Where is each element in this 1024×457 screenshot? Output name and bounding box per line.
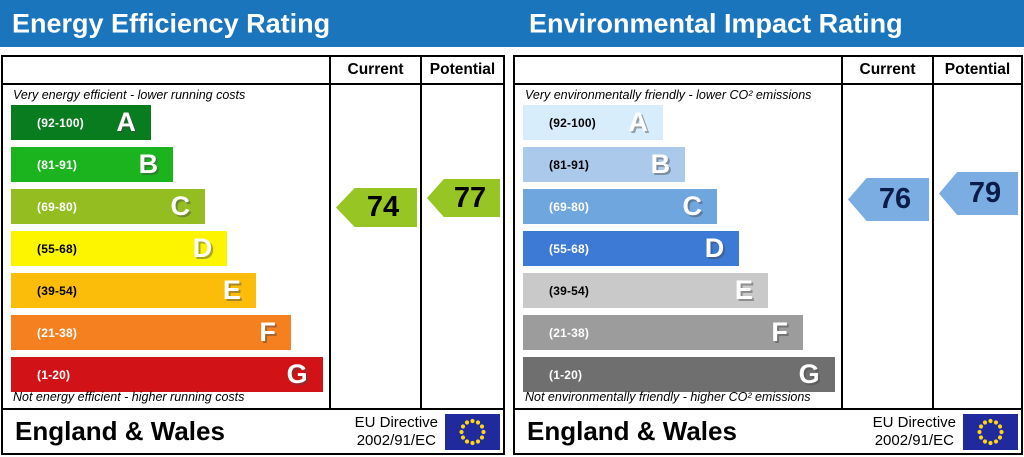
title-bar: Energy Efficiency Rating Environmental I… [0,0,1024,47]
potential-column-header: Potential [429,61,496,78]
environmental-impact-panel: Current Potential Very environmentally f… [513,55,1023,455]
current-column-header: Current [331,57,422,83]
band-range: (1-20) [549,367,583,382]
footer-row: England & Wales EU Directive 2002/91/EC [515,408,1021,453]
band-letter: C [682,191,702,221]
band-range: (81-91) [549,157,590,172]
band-range: (92-100) [549,115,596,130]
potential-rating-value: 77 [453,181,487,214]
current-rating-value: 76 [878,183,912,215]
band-letter: B [138,149,159,179]
current-column-header: Current [843,57,934,83]
potential-rating-arrow: 77 [427,179,500,217]
band-letter: E [734,275,753,305]
potential-rating-value: 79 [968,177,1002,209]
band-letter: D [704,233,725,263]
band-letter: A [628,107,648,137]
band-range: (55-68) [37,241,78,256]
eu-directive-line1: EU Directive [354,414,438,432]
header-spacer-cell [515,57,843,83]
band-g: (1-20) G [523,357,835,392]
current-rating-value: 74 [366,191,400,223]
band-b: (81-91) B [523,147,686,182]
top-caption: Very energy efficient - lower running co… [13,88,246,102]
band-a: (92-100) A [11,105,151,140]
band-c: (69-80) C [523,189,717,224]
header-spacer-cell [3,57,331,83]
eu-directive-line1: EU Directive [872,414,956,432]
band-range: (55-68) [549,241,590,256]
eu-directive-line2: 2002/91/EC [874,431,954,449]
band-letter: E [222,275,241,305]
band-letter: B [650,149,671,179]
band-f: (21-38) F [11,315,291,350]
eu-directive-label: EU Directive 2002/91/EC [873,414,956,449]
band-f: (21-38) F [523,315,803,350]
chart-body-row: Very energy efficient - lower running co… [3,85,503,408]
eu-flag-icon [963,413,1018,450]
energy-efficiency-panel: Current Potential Very energy efficient … [1,55,505,455]
band-e: (39-54) E [11,273,256,308]
band-letter: F [771,317,788,347]
band-range: (1-20) [37,367,71,382]
band-letter: F [259,317,276,347]
band-range: (21-38) [37,325,78,340]
band-range: (39-54) [37,283,78,298]
band-range: (21-38) [549,325,590,340]
rating-bands: (92-100) A (81-91) B (69-80) C (55-68) D [523,105,841,392]
environmental-impact-title: Environmental Impact Rating [529,8,903,38]
band-letter: D [192,233,213,263]
bottom-caption: Not environmentally friendly - higher CO… [525,390,811,404]
top-caption: Very environmentally friendly - lower CO… [525,88,812,102]
band-range: (39-54) [549,283,590,298]
eu-directive-label: EU Directive 2002/91/EC [355,414,438,449]
energy-efficiency-title: Energy Efficiency Rating [12,8,331,38]
band-b: (81-91) B [11,147,174,182]
band-letter: G [286,359,308,389]
band-letter: C [170,191,190,221]
band-e: (39-54) E [523,273,768,308]
band-range: (69-80) [37,199,78,214]
eu-flag-icon [445,413,500,450]
band-letter: G [798,359,820,389]
column-header-row: Current Potential [3,57,503,85]
bands-area: Very energy efficient - lower running co… [3,85,331,408]
potential-rating-cell: 77 [422,85,503,408]
chart-body-row: Very environmentally friendly - lower CO… [515,85,1021,408]
band-c: (69-80) C [11,189,205,224]
band-a: (92-100) A [523,105,663,140]
band-g: (1-20) G [11,357,323,392]
band-range: (81-91) [37,157,78,172]
potential-column-header: Potential [944,61,1011,78]
band-d: (55-68) D [523,231,740,266]
current-rating-arrow: 74 [336,188,417,227]
rating-bands: (92-100) A (81-91) B (69-80) C (55-68) D [11,105,329,392]
region-label: England & Wales [527,416,737,446]
region-label: England & Wales [15,416,225,446]
bottom-caption: Not energy efficient - higher running co… [13,390,245,404]
bands-area: Very environmentally friendly - lower CO… [515,85,843,408]
band-letter: A [116,107,136,137]
potential-rating-cell: 79 [934,85,1021,408]
band-range: (69-80) [549,199,590,214]
eu-directive-line2: 2002/91/EC [356,431,436,449]
current-rating-cell: 76 [843,85,934,408]
footer-row: England & Wales EU Directive 2002/91/EC [3,408,503,453]
potential-rating-arrow: 79 [939,172,1018,215]
column-header-row: Current Potential [515,57,1021,85]
current-rating-arrow: 76 [848,178,929,221]
current-rating-cell: 74 [331,85,422,408]
band-d: (55-68) D [11,231,228,266]
band-range: (92-100) [37,115,84,130]
